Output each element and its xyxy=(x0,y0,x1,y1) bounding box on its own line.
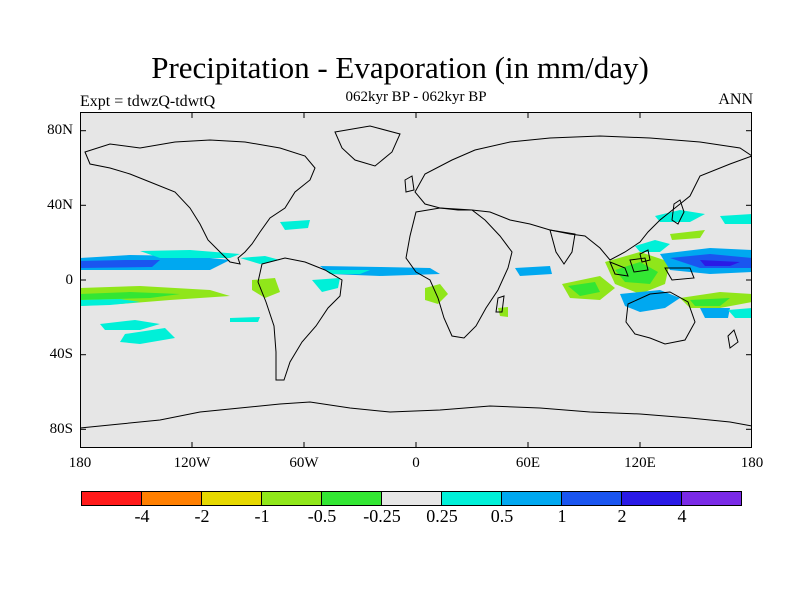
ytick-label: 40S xyxy=(49,346,73,362)
xtick-label: 120W xyxy=(173,455,211,471)
colorbar-swatch xyxy=(141,491,202,506)
patch-atl-cyan xyxy=(325,270,370,274)
colorbar-swatch xyxy=(81,491,142,506)
coast-antarctica xyxy=(80,401,752,429)
coastlines xyxy=(80,125,752,429)
xtick-label: 60W xyxy=(289,455,319,471)
patch-spac-green2 xyxy=(80,292,180,300)
coast-uk xyxy=(404,175,415,193)
coast-south-america xyxy=(257,257,343,381)
patch-io-blue xyxy=(515,266,552,276)
coast-new-zealand xyxy=(727,329,739,349)
patch-pac-eq-cyan xyxy=(140,250,240,258)
colorbar-label: 1 xyxy=(557,506,567,526)
anomaly-patches xyxy=(80,210,752,344)
chart-subtitle: 062kyr BP - 062kyr BP xyxy=(345,89,487,105)
patch-swp-cyan xyxy=(728,308,752,318)
patch-brazil-cyan xyxy=(312,278,340,292)
colorbar-swatch xyxy=(621,491,682,506)
patch-sp-cyan2 xyxy=(120,328,175,344)
colorbar-label: -4 xyxy=(134,506,150,526)
coast-japan xyxy=(671,199,685,225)
patch-nwp-cyan2 xyxy=(720,214,752,224)
coast-greenland xyxy=(334,125,401,167)
ytick-label: 80S xyxy=(49,421,73,437)
colorbar-label: -0.25 xyxy=(363,506,401,526)
patch-sp-cyan1 xyxy=(100,320,160,330)
patch-swp-green2 xyxy=(690,298,730,306)
coast-india xyxy=(549,229,576,265)
colorbar-swatch xyxy=(441,491,502,506)
colorbar-swatch xyxy=(561,491,622,506)
season-label: ANN xyxy=(718,91,753,108)
patch-nwp-green xyxy=(670,230,705,240)
patch-aus-blue xyxy=(620,290,680,312)
patch-madag-green xyxy=(498,307,508,317)
xtick-label: 0 xyxy=(412,455,420,471)
patch-mc-cyan xyxy=(635,240,670,252)
patch-spac-cyan xyxy=(80,299,140,306)
patch-colombia-green xyxy=(252,278,280,298)
colorbar-label: -1 xyxy=(254,506,270,526)
coast-australia xyxy=(625,291,696,345)
ytick-label: 80N xyxy=(47,122,73,138)
ytick-label: 0 xyxy=(65,272,74,288)
coast-borneo xyxy=(629,257,649,273)
tick-marks xyxy=(80,112,752,448)
map-plot-area xyxy=(80,112,752,448)
coast-philippines xyxy=(639,249,651,263)
patch-swp-blue xyxy=(700,308,730,318)
experiment-label: Expt = tdwzQ-tdwtQ xyxy=(80,93,216,110)
colorbar-swatch xyxy=(501,491,562,506)
colorbar-swatch xyxy=(681,491,742,506)
coast-new-guinea xyxy=(664,267,695,281)
colorbar-label: 2 xyxy=(617,506,627,526)
colorbar-label: 0.25 xyxy=(426,506,458,526)
xtick-label: 180 xyxy=(68,455,92,471)
coast-eurasia xyxy=(414,135,752,261)
colorbar-label: -2 xyxy=(194,506,210,526)
colorbar xyxy=(81,491,742,506)
colorbar-swatch xyxy=(321,491,382,506)
world-map xyxy=(80,112,752,448)
patch-nwp-cyan xyxy=(655,210,705,222)
patch-io-green2 xyxy=(568,282,600,296)
colorbar-swatch xyxy=(261,491,322,506)
coast-sumatra xyxy=(609,261,629,277)
patch-natl-cyan xyxy=(280,220,310,230)
patch-sp-cyan3 xyxy=(230,317,260,322)
patch-wp-darkest xyxy=(700,260,740,266)
colorbar-label: 4 xyxy=(677,506,687,526)
colorbar-label: 0.5 xyxy=(490,506,514,526)
coast-madagascar xyxy=(495,295,505,313)
colorbar-swatch xyxy=(381,491,442,506)
colorbar-swatch xyxy=(201,491,262,506)
xtick-label: 120E xyxy=(624,455,656,471)
xtick-label: 180 xyxy=(740,455,764,471)
coast-africa xyxy=(405,207,513,339)
xtick-label: 60E xyxy=(515,455,541,471)
coast-north-america xyxy=(84,139,316,265)
chart-title: Precipitation - Evaporation (in mm/day) xyxy=(151,50,649,85)
colorbar-label: -0.5 xyxy=(307,506,337,526)
patch-pac-eq-dark xyxy=(80,260,160,268)
ytick-label: 40N xyxy=(47,197,73,213)
